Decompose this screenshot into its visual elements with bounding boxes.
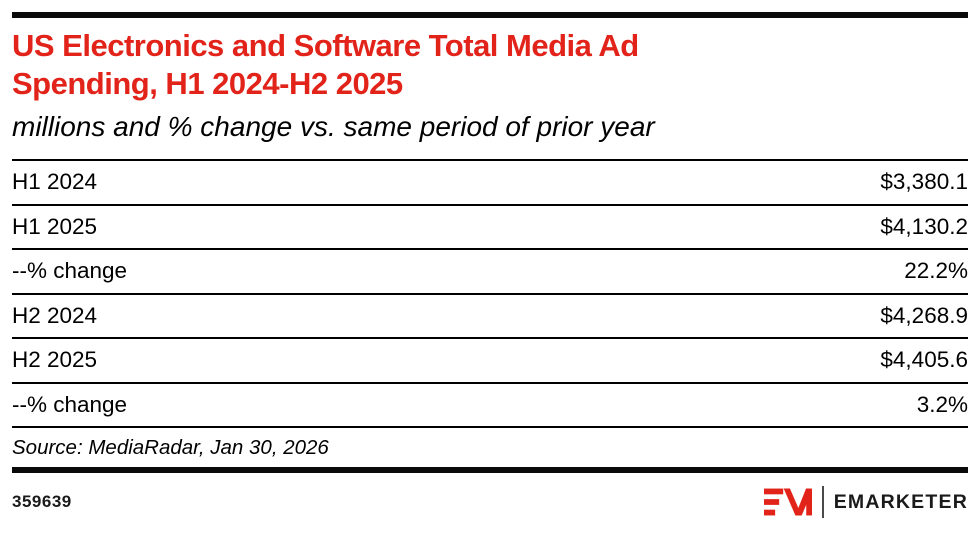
row-label: H2 2025 [12,347,98,373]
row-label: H1 2025 [12,213,98,239]
row-value: $4,405.6 [880,347,968,373]
row-value: $3,380.1 [880,169,968,195]
emarketer-logo-icon [763,488,812,516]
chart-id: 359639 [12,492,72,511]
row-value: $4,268.9 [880,302,968,328]
brand-wordmark: EMARKETER [833,490,968,513]
row-label: --% change [12,258,128,284]
row-label: H1 2024 [12,169,98,195]
footer: 359639 EMARKETER [12,484,968,520]
chart-title-line1: US Electronics and Software Total Media … [12,28,639,63]
emarketer-brand: EMARKETER [763,486,968,518]
table-row: H1 2024 $3,380.1 [12,161,968,206]
row-label: --% change [12,391,128,417]
chart-title: US Electronics and Software Total Media … [12,27,968,103]
top-accent-bar [12,12,968,18]
row-value: 3.2% [916,391,968,417]
table-row: --% change 22.2% [12,250,968,295]
row-value: 22.2% [904,258,968,284]
bottom-accent-bar [12,467,968,473]
row-value: $4,130.2 [880,213,968,239]
data-table: H1 2024 $3,380.1 H1 2025 $4,130.2 --% ch… [12,159,968,428]
table-row: --% change 3.2% [12,384,968,428]
table-row: H2 2024 $4,268.9 [12,295,968,339]
chart-subtitle: millions and % change vs. same period of… [12,111,655,142]
chart-card: US Electronics and Software Total Media … [0,12,980,520]
table-row: H1 2025 $4,130.2 [12,206,968,250]
logo-divider [821,486,824,518]
row-label: H2 2024 [12,302,98,328]
source-note: Source: MediaRadar, Jan 30, 2026 [12,435,329,459]
chart-title-line2: Spending, H1 2024-H2 2025 [12,66,403,101]
table-row: H2 2025 $4,405.6 [12,339,968,384]
